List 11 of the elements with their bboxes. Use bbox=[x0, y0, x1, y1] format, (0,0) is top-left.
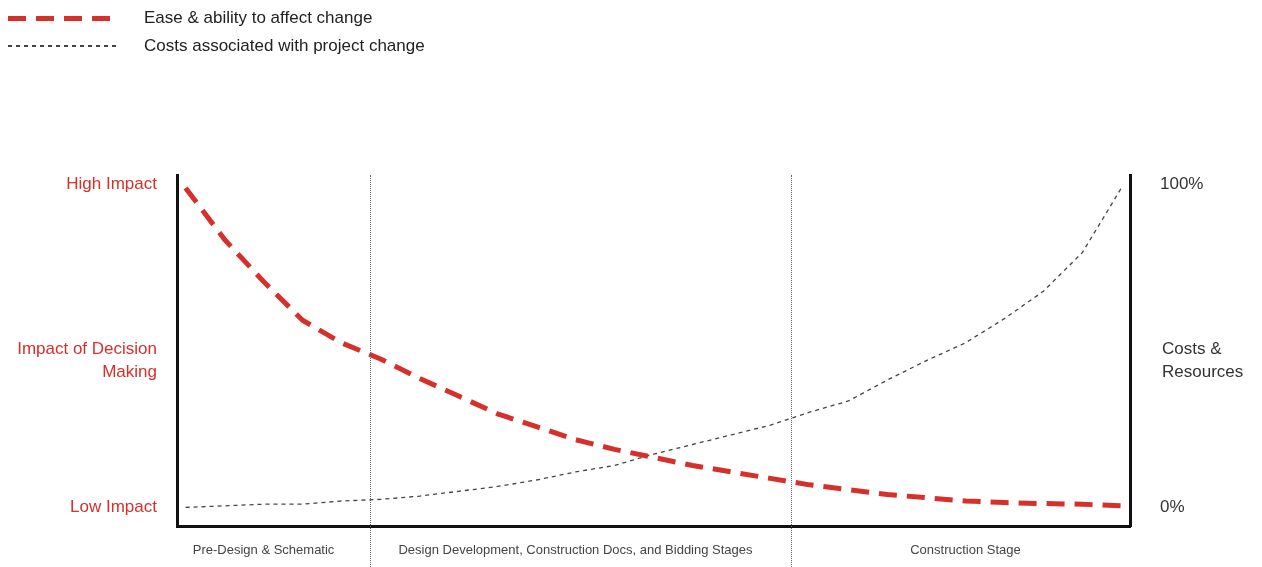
legend-label: Ease & ability to affect change bbox=[144, 8, 373, 28]
x-tick-label: Design Development, Construction Docs, and Bidding Stages bbox=[398, 542, 754, 558]
text: Low Impact bbox=[70, 497, 158, 517]
y-tick-label: 0% bbox=[1160, 497, 1185, 517]
y-tick-label: 100% bbox=[1160, 174, 1204, 194]
x-tick-label: Pre-Design & Schematic bbox=[192, 542, 335, 558]
text: Impact of Decision Making bbox=[17, 339, 157, 382]
x-tick-label: Construction Stage bbox=[910, 542, 1021, 558]
text: High Impact bbox=[66, 174, 158, 194]
y-axis-title: Costs & Resources bbox=[1162, 339, 1244, 382]
legend-label: Costs associated with project change bbox=[144, 36, 425, 56]
